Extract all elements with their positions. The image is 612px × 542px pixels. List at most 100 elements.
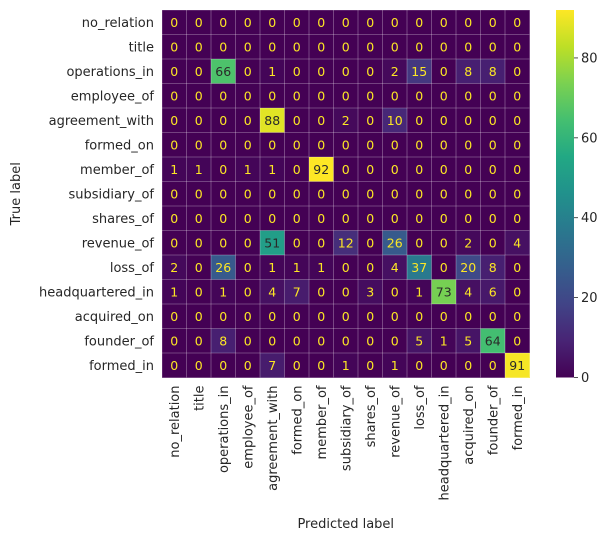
- heatmap-cell: [162, 206, 187, 231]
- heatmap-cell: [505, 230, 530, 256]
- heatmap-cell: [186, 34, 212, 60]
- cell-value: 8: [464, 64, 472, 79]
- cell-value: 0: [293, 235, 301, 250]
- heatmap-cell: [162, 181, 187, 207]
- heatmap-cell: [260, 206, 285, 231]
- cell-value: 0: [513, 211, 521, 226]
- heatmap-cell: [407, 10, 432, 35]
- cell-value: 0: [415, 162, 423, 177]
- cell-value: 0: [317, 113, 325, 128]
- heatmap-cell: [333, 59, 359, 84]
- cell-value: 10: [387, 113, 403, 128]
- colorbar-tick-label: 0: [581, 371, 589, 386]
- heatmap-cell: [211, 157, 236, 182]
- y-tick-label: formed_on: [85, 138, 154, 153]
- cell-value-labels: 0 0 0 0 0 0 0 0 0 0 0 0 0 0 00 0 0 0 0 0 0 0 0 0 0 0 0 0 00 0 66 0 1 0 0 0 0…: [170, 15, 525, 373]
- cell-value: 0: [464, 137, 472, 152]
- heatmap-cell: [480, 353, 506, 378]
- cell-value: 0: [391, 39, 399, 54]
- cell-value: 0: [342, 284, 350, 299]
- cell-value: 0: [244, 284, 252, 299]
- heatmap-cell: [284, 108, 310, 133]
- cell-value: 0: [293, 211, 301, 226]
- y-tick-label: subsidiary_of: [68, 187, 154, 202]
- cell-value: 6: [489, 284, 497, 299]
- heatmap-cell: [407, 279, 432, 305]
- heatmap-cell: [162, 328, 187, 354]
- heatmap-cell: [186, 10, 212, 35]
- heatmap-cell: [456, 34, 481, 60]
- cell-value: 0: [219, 235, 227, 250]
- heatmap-cell: [480, 279, 506, 305]
- heatmap-cell: [480, 181, 506, 207]
- heatmap-cell: [456, 181, 481, 207]
- cell-value: 0: [244, 211, 252, 226]
- cell-value: 0: [342, 162, 350, 177]
- heatmap-cell: [431, 230, 457, 256]
- cell-value: 0: [342, 15, 350, 30]
- y-tick-label: agreement_with: [49, 114, 154, 129]
- cell-value: 0: [219, 137, 227, 152]
- heatmap-cell: [407, 206, 432, 231]
- cell-value: 0: [415, 186, 423, 201]
- heatmap-cell: [358, 206, 383, 231]
- cell-value: 0: [440, 260, 448, 275]
- heatmap-cell: [505, 132, 530, 158]
- y-tick-label: headquartered_in: [39, 285, 154, 300]
- heatmap-cell: [382, 230, 408, 256]
- heatmap-cell: [358, 304, 383, 329]
- heatmap-cell: [456, 59, 481, 84]
- cell-value: 0: [415, 211, 423, 226]
- x-axis-ticks: no_relation title operations_in employee_of…: [168, 385, 526, 500]
- cell-value: 0: [464, 186, 472, 201]
- cell-value: 12: [338, 235, 354, 250]
- cell-value: 0: [195, 235, 203, 250]
- cell-value: 0: [342, 88, 350, 103]
- heatmap-cell: [162, 10, 187, 35]
- heatmap-cell: [211, 206, 236, 231]
- heatmap-cell: [186, 304, 212, 329]
- heatmap-cell: [260, 59, 285, 84]
- cell-value: 0: [293, 15, 301, 30]
- cell-value: 0: [342, 211, 350, 226]
- cell-value: 0: [440, 64, 448, 79]
- cell-value: 0: [268, 39, 276, 54]
- cell-value: 0: [170, 113, 178, 128]
- cell-value: 0: [195, 309, 203, 324]
- cell-value: 0: [489, 186, 497, 201]
- heatmap-cell: [456, 279, 481, 305]
- y-tick-label: member_of: [80, 163, 154, 178]
- heatmap-cell: [211, 132, 236, 158]
- heatmap-cell: [382, 255, 408, 280]
- cell-value: 0: [342, 64, 350, 79]
- heatmap-cell: [505, 10, 530, 35]
- cell-value: 1: [219, 284, 227, 299]
- x-tick-label: loss_of: [413, 385, 428, 430]
- heatmap-cell: [358, 132, 383, 158]
- heatmap-cell: [382, 83, 408, 109]
- heatmap-cell: [407, 353, 432, 378]
- cell-value: 0: [293, 333, 301, 348]
- heatmap-cell: [333, 255, 359, 280]
- heatmap-cell: [358, 157, 383, 182]
- heatmap-cell: [407, 328, 432, 354]
- heatmap-cell: [407, 34, 432, 60]
- heatmap-cell: [309, 181, 334, 207]
- cell-value: 0: [391, 284, 399, 299]
- cell-value: 0: [317, 64, 325, 79]
- heatmap-cell: [309, 59, 334, 84]
- x-tick-label: operations_in: [217, 386, 232, 474]
- heatmap-cell: [358, 83, 383, 109]
- heatmap-cell: [211, 108, 236, 133]
- cell-value: 0: [366, 137, 374, 152]
- cell-value: 0: [268, 15, 276, 30]
- y-tick-label: founder_of: [84, 334, 154, 349]
- heatmap-cell: [382, 353, 408, 378]
- cell-value: 0: [440, 235, 448, 250]
- heatmap-cell: [235, 304, 261, 329]
- cell-value: 0: [170, 309, 178, 324]
- heatmap-cell: [260, 157, 285, 182]
- heatmap-cell: [456, 157, 481, 182]
- heatmap-cell: [211, 10, 236, 35]
- heatmap-cell: [407, 132, 432, 158]
